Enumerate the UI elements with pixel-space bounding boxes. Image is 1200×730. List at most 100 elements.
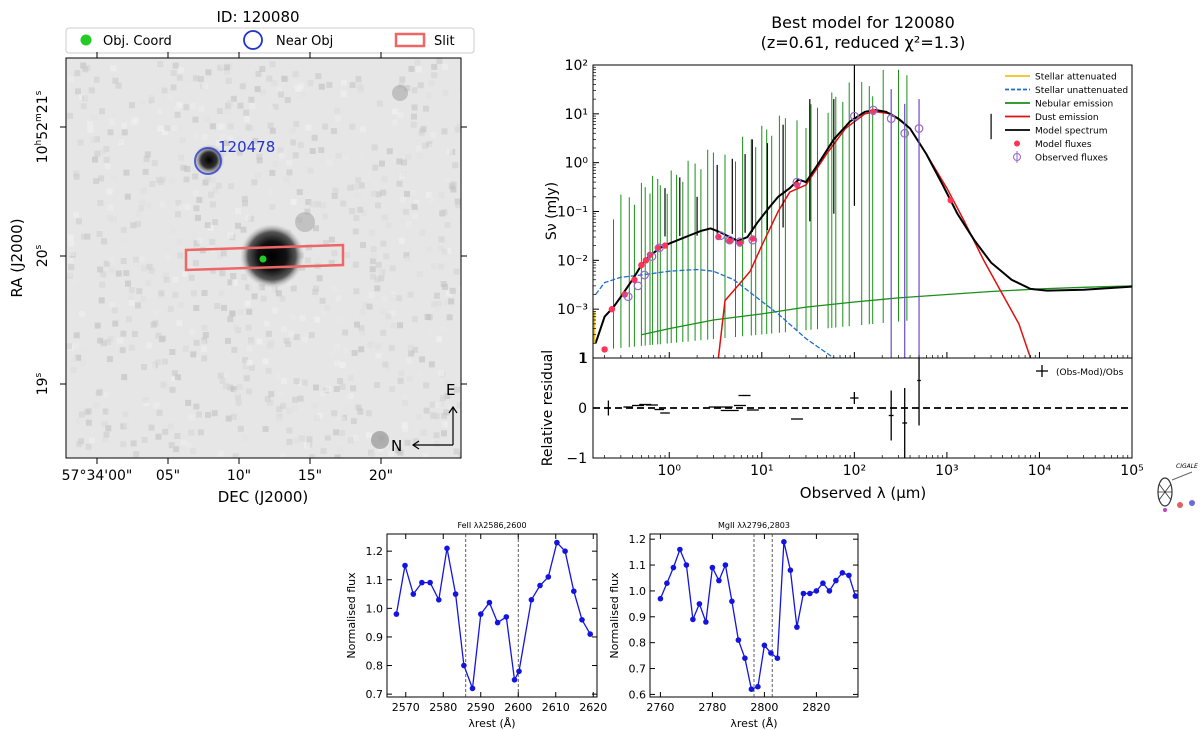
noise-pixel (372, 164, 379, 171)
noise-pixel (396, 180, 403, 187)
noise-pixel (385, 313, 392, 320)
spectrum-ytick-label: 1.0 (366, 602, 384, 615)
noise-pixel (218, 290, 225, 297)
noise-pixel (406, 376, 413, 383)
noise-pixel (286, 407, 293, 414)
noise-pixel (375, 261, 382, 268)
noise-pixel (121, 129, 128, 136)
sed-ytick-label: 10¹ (565, 107, 588, 123)
noise-pixel (304, 208, 311, 215)
image-noise (66, 58, 461, 458)
noise-pixel (93, 402, 100, 409)
noise-pixel (183, 104, 190, 111)
noise-pixel (406, 221, 413, 228)
noise-pixel (444, 299, 451, 306)
noise-pixel (350, 385, 357, 392)
noise-pixel (75, 88, 81, 95)
noise-pixel (411, 87, 418, 94)
noise-pixel (235, 394, 241, 401)
noise-pixel (116, 136, 123, 143)
noise-pixel (183, 176, 190, 183)
noise-pixel (390, 294, 397, 300)
noise-pixel (419, 229, 426, 236)
noise-pixel (402, 208, 409, 215)
target-galaxy (240, 224, 304, 288)
noise-pixel (80, 359, 87, 366)
sed-residual-plot: 10⁰ 10¹ 10² 10³ 10⁴ 10⁵ 1 0 −1 (Obs-Mod)/Obs (566, 351, 1143, 479)
noise-pixel (101, 238, 108, 245)
noise-pixel (107, 204, 114, 211)
noise-pixel (402, 394, 409, 401)
noise-pixel (440, 144, 447, 151)
sed-xtick-label: 10⁵ (1120, 463, 1143, 479)
noise-pixel (281, 75, 288, 82)
noise-pixel (353, 288, 360, 295)
spectrum-flux-point (761, 642, 768, 649)
noise-pixel (76, 417, 83, 424)
spectrum-flux-point (787, 567, 794, 573)
noise-pixel (151, 160, 158, 167)
noise-pixel (343, 155, 350, 162)
noise-pixel (401, 228, 408, 235)
noise-pixel (401, 422, 408, 429)
spectrum-xlabel: λrest (Å) (468, 717, 515, 730)
noise-pixel (411, 203, 418, 210)
noise-pixel (84, 94, 91, 101)
noise-pixel (148, 95, 155, 102)
noise-pixel (340, 399, 347, 405)
sed-legend-label: Model fluxes (1035, 140, 1092, 150)
noise-pixel (169, 386, 176, 393)
noise-pixel (313, 384, 319, 391)
noise-pixel (371, 179, 378, 186)
noise-pixel (357, 206, 364, 213)
noise-pixel (230, 386, 237, 393)
spectrum-frame (386, 533, 598, 698)
noise-pixel (280, 402, 287, 409)
noise-pixel (79, 418, 86, 425)
noise-pixel (436, 58, 443, 64)
noise-pixel (164, 125, 171, 132)
noise-pixel (318, 147, 325, 154)
noise-pixel (100, 456, 107, 458)
noise-pixel (390, 322, 397, 329)
noise-pixel (141, 265, 148, 272)
noise-pixel (66, 343, 72, 350)
noise-pixel (174, 374, 181, 381)
noise-pixel (415, 66, 422, 73)
noise-pixel (243, 375, 250, 382)
noise-pixel (403, 252, 410, 259)
spectrum-flux-point (461, 662, 467, 669)
spectrum-title: MgII λλ2796,2803 (718, 521, 790, 530)
noise-pixel (234, 89, 241, 96)
noise-pixel (380, 329, 387, 336)
noise-pixel (110, 175, 117, 182)
spectrum-flux-point (735, 637, 742, 643)
noise-pixel (200, 434, 207, 441)
spectrum-ytick-label: 0.9 (629, 611, 647, 624)
noise-pixel (228, 183, 235, 190)
observed-flux-point (725, 235, 735, 245)
noise-pixel (434, 401, 441, 408)
noise-pixel (302, 336, 308, 343)
noise-pixel (217, 372, 224, 379)
noise-pixel (107, 408, 114, 415)
spectrum-flux-point (579, 617, 585, 623)
noise-pixel (416, 370, 423, 377)
spectrum-xtick-label: 2820 (802, 701, 830, 714)
noise-pixel (148, 267, 155, 274)
noise-pixel (237, 425, 244, 432)
noise-pixel (279, 453, 286, 458)
noise-pixel (353, 434, 360, 441)
noise-pixel (112, 77, 119, 84)
noise-pixel (221, 150, 227, 156)
noise-pixel (279, 295, 286, 302)
noise-pixel (227, 99, 233, 106)
noise-pixel (74, 70, 81, 77)
noise-pixel (326, 81, 333, 88)
legend-obj-marker (80, 34, 92, 46)
noise-pixel (339, 417, 346, 424)
sed-xtick-label: 10⁰ (658, 463, 682, 479)
noise-pixel (389, 265, 396, 272)
model-flux-point (631, 276, 638, 283)
observed-flux-point (792, 177, 802, 187)
